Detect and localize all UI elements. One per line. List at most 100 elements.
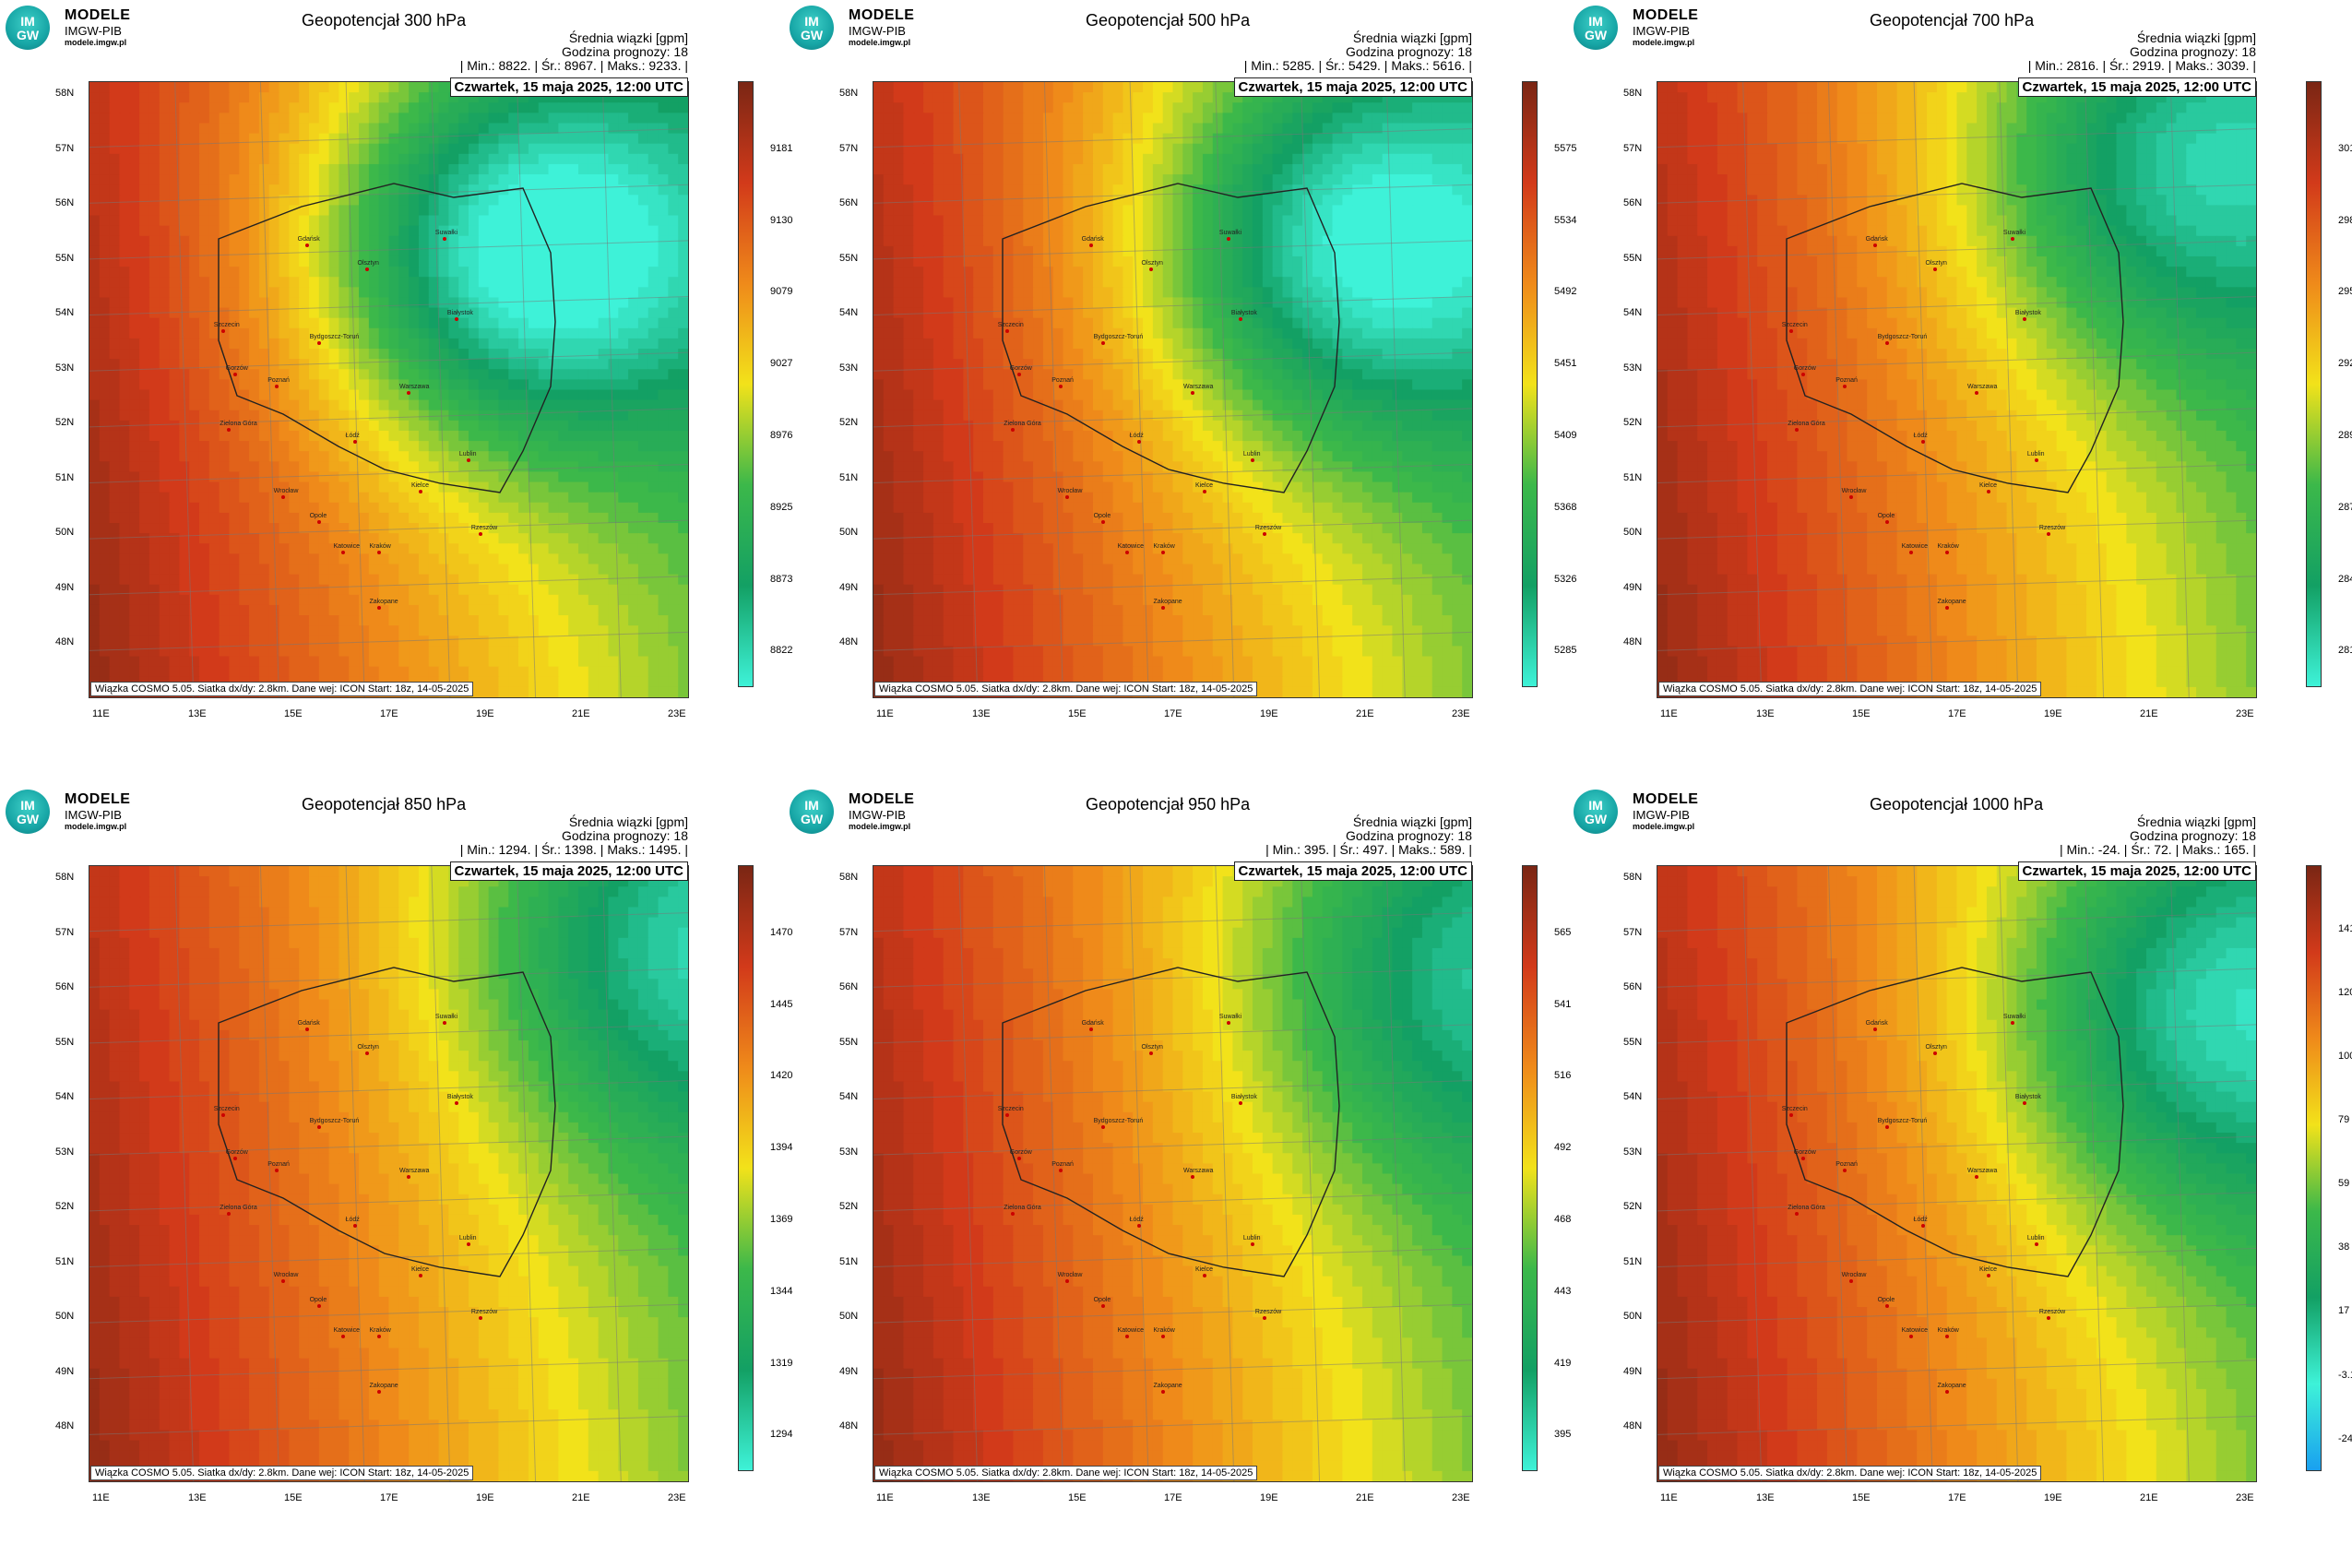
city-label: Suwałki (2003, 230, 2025, 236)
city-label: Gdańsk (298, 1020, 320, 1027)
city-label: Opole (1878, 513, 1895, 519)
colorbar-tick-label: 59 (2338, 1178, 2349, 1189)
meridian-line (1043, 82, 1063, 697)
city-label: Kraków (1154, 543, 1175, 550)
info-forecast-hour: Godzina prognozy: 18 (460, 45, 688, 59)
meridian-line (958, 866, 979, 1481)
country-border (1786, 183, 2124, 493)
info-unit: Średnia wiązki [gpm] (460, 815, 688, 829)
longitude-label: 11E (92, 1492, 110, 1503)
latitude-label: 58N (1623, 872, 1642, 883)
meridian-line (517, 82, 537, 697)
meridian-line (174, 82, 195, 697)
latitude-label: 49N (55, 1366, 74, 1377)
info-stats: | Min.: 1294. | Śr.: 1398. | Maks.: 1495… (460, 843, 688, 857)
parallel-line (1657, 519, 2256, 540)
colorbar-tick-label: 492 (1554, 1142, 1571, 1153)
latitude-label: 54N (839, 307, 858, 318)
brand-url: modele.imgw.pl (849, 822, 914, 831)
latitude-label: 57N (55, 143, 74, 154)
city-label: Łódź (346, 1217, 360, 1223)
city-marker (376, 1390, 381, 1395)
meridian-line (2085, 82, 2105, 697)
latitude-label: 52N (839, 417, 858, 428)
city-label: Wrocław (274, 1272, 299, 1278)
colorbar-tick-label: 9027 (770, 358, 792, 369)
longitude-label: 15E (1852, 1492, 1871, 1503)
brand-url: modele.imgw.pl (65, 38, 130, 47)
info-forecast-hour: Godzina prognozy: 18 (1244, 45, 1472, 59)
valid-date: Czwartek, 15 maja 2025, 12:00 UTC (449, 77, 688, 97)
city-marker (2010, 237, 2014, 242)
city-label: Zakopane (1938, 599, 1966, 605)
latitude-label: 49N (1623, 1366, 1642, 1377)
city-label: Olsztyn (1142, 260, 1163, 267)
latitude-label: 48N (55, 1420, 74, 1431)
latitude-label: 48N (839, 1420, 858, 1431)
colorbar-tick-label: 5326 (1554, 574, 1576, 585)
city-label: Zakopane (370, 599, 398, 605)
parallel-line (89, 1247, 688, 1267)
city-label: Zakopane (1938, 1383, 1966, 1389)
latitude-label: 58N (839, 872, 858, 883)
city-label: Zielona Góra (1004, 1205, 1040, 1211)
imgw-logo: IM GW MODELE IMGW-PIB modele.imgw.pl (790, 790, 956, 836)
city-marker (364, 1051, 369, 1056)
longitude-label: 15E (284, 1492, 303, 1503)
parallel-line (1657, 240, 2256, 260)
forecast-panel-5: IM GW MODELE IMGW-PIB modele.imgw.pl Geo… (784, 784, 1571, 1568)
city-label: Katowice (334, 1327, 360, 1334)
longitude-label: 13E (1756, 1492, 1775, 1503)
city-marker (275, 1169, 279, 1173)
longitude-label: 21E (2140, 708, 2158, 719)
city-marker (1004, 1113, 1009, 1118)
city-label: Szczecin (1782, 322, 1808, 328)
longitude-label: 13E (1756, 708, 1775, 719)
meridian-line (2169, 866, 2190, 1481)
logo-bottom-text: GW (790, 813, 834, 826)
latitude-label: 58N (55, 88, 74, 99)
latitude-label: 56N (839, 981, 858, 992)
longitude-label: 21E (1356, 1492, 1374, 1503)
longitude-label: 17E (1948, 1492, 1966, 1503)
city-marker (1202, 1273, 1206, 1277)
logo-bottom-text: GW (1574, 29, 1618, 42)
city-marker (1160, 551, 1165, 555)
city-marker (1148, 267, 1153, 272)
logo-text: MODELE IMGW-PIB modele.imgw.pl (65, 7, 130, 47)
city-marker (316, 1303, 321, 1308)
geopotential-map: Gdańsk Olsztyn Suwałki Szczecin Białystok Byd… (89, 865, 689, 1482)
colorbar-tick-label: 1344 (770, 1286, 792, 1297)
info-forecast-hour: Godzina prognozy: 18 (460, 829, 688, 843)
valid-date: Czwartek, 15 maja 2025, 12:00 UTC (2017, 77, 2256, 97)
latitude-label: 55N (839, 253, 858, 264)
info-unit: Średnia wiązki [gpm] (460, 31, 688, 45)
meridian-line (1215, 866, 1235, 1481)
parallel-line (873, 240, 1472, 260)
parallel-line (873, 296, 1472, 316)
city-marker (1160, 1335, 1165, 1339)
longitude-label: 23E (1452, 708, 1470, 719)
panel-title: Geopotencjał 850 hPa (302, 795, 466, 814)
longitude-label: 13E (188, 1492, 207, 1503)
city-marker (1064, 1279, 1069, 1284)
city-marker (1124, 551, 1129, 555)
latitude-label: 52N (55, 417, 74, 428)
colorbar-tick-label: 516 (1554, 1070, 1571, 1081)
latitude-label: 48N (839, 636, 858, 647)
city-label: Białystok (1231, 310, 1257, 316)
colorbar-tick-label: -24 (2338, 1433, 2352, 1444)
city-label: Wrocław (1058, 1272, 1083, 1278)
latitude-label: 50N (55, 527, 74, 538)
geopotential-map: Gdańsk Olsztyn Suwałki Szczecin Białystok Byd… (89, 81, 689, 698)
model-footer: Wiązka COSMO 5.05. Siatka dx/dy: 2.8km. … (1658, 682, 2042, 696)
city-marker (406, 390, 410, 395)
imgw-logo-icon: IM GW (1574, 6, 1618, 50)
city-marker (2046, 532, 2050, 537)
geopotential-field (1657, 866, 2256, 1481)
latitude-label: 55N (1623, 253, 1642, 264)
longitude-label: 13E (188, 708, 207, 719)
latitude-label: 58N (55, 872, 74, 883)
parallel-line (1657, 184, 2256, 204)
city-marker (418, 1273, 422, 1277)
